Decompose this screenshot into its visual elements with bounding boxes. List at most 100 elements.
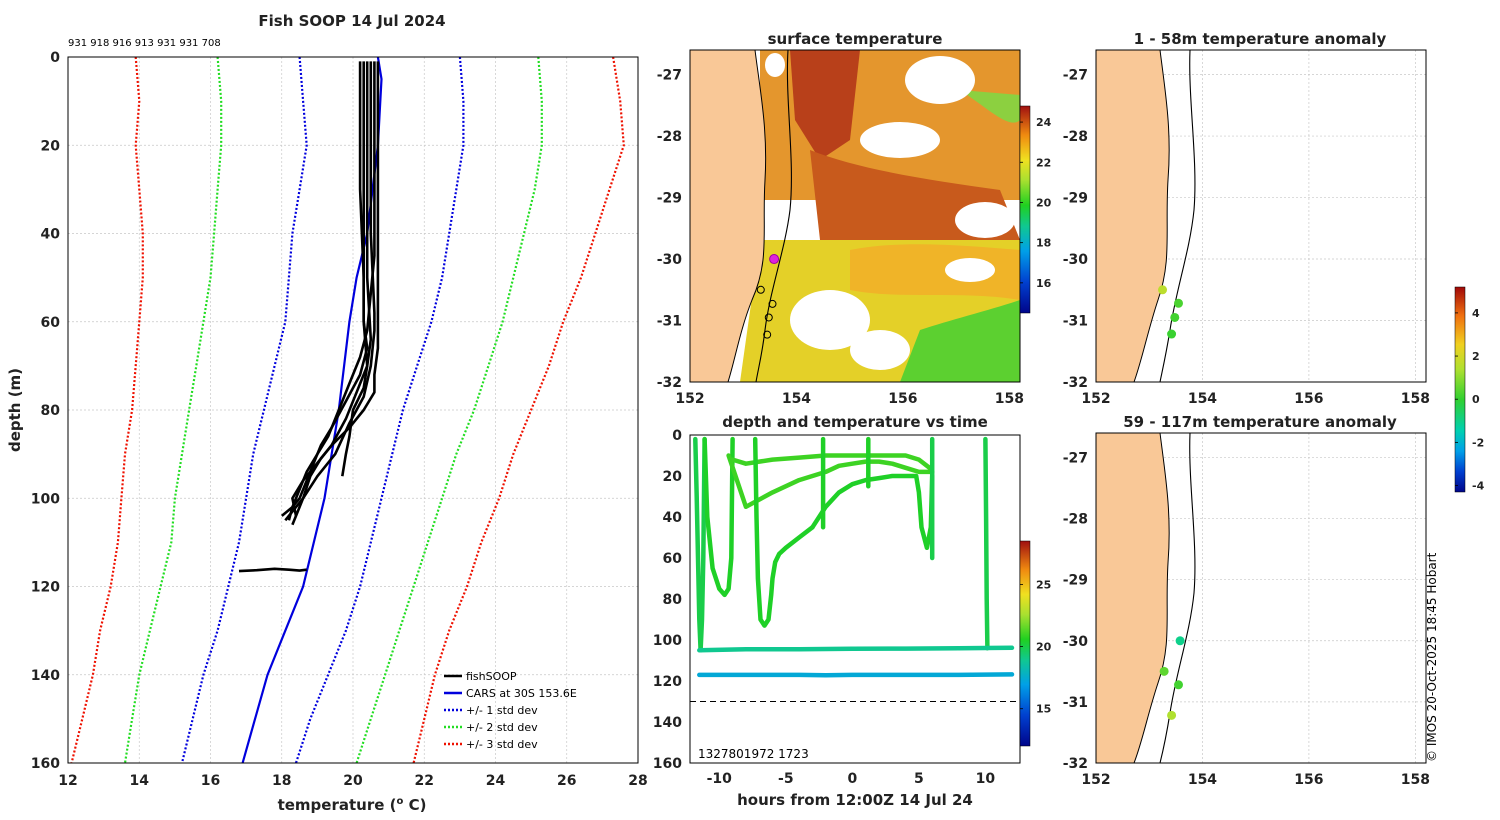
timeseries-track — [697, 672, 1015, 678]
timeseries-xtick-label: 10 — [976, 771, 996, 787]
anomaly-deep-map — [1096, 433, 1196, 763]
timeseries-panel: depth and temperature vs time -10 -5 0 5 100… — [653, 413, 1052, 809]
anomaly-shallow-title: 1 - 58m temperature anomaly — [1134, 30, 1387, 48]
anomaly-deep-panel: 59 - 117m temperature anomaly 152 154 156 1… — [1063, 413, 1430, 788]
profile-ylabel: depth (m) — [6, 368, 24, 452]
anomaly-deep-xtick-label: 154 — [1188, 772, 1217, 788]
anomaly-deep-point — [1175, 636, 1185, 646]
timeseries-colorbar — [1019, 540, 1031, 747]
anomaly-shallow-point — [1170, 312, 1180, 322]
anomaly-deep-ytick-label: -27 — [1063, 450, 1088, 466]
std-line-minus3 — [70, 56, 144, 764]
anomaly-colorbar — [1454, 286, 1466, 493]
anomaly-colorbar-tick-label: -2 — [1472, 436, 1484, 449]
fishsoop-cast-line — [280, 61, 369, 517]
sst-land — [690, 50, 766, 382]
anomaly-deep-xtick-label: 152 — [1081, 772, 1110, 788]
anomaly-shallow-ytick-label: -29 — [1063, 191, 1088, 207]
anomaly-shallow-contour — [1159, 50, 1196, 382]
profile-xtick-label: 24 — [486, 773, 506, 789]
anomaly-colorbar-tick-label: -4 — [1472, 480, 1485, 493]
sst-colorbar — [1019, 105, 1031, 314]
profile-ytick-label: 60 — [41, 315, 61, 331]
timeseries-colorbar-tick-label: 15 — [1036, 703, 1051, 716]
profile-xtick-label: 18 — [272, 773, 291, 789]
sst-current-station-marker — [769, 254, 780, 265]
timeseries-ytick-label: 20 — [663, 469, 683, 485]
timeseries-ytick-label: 60 — [663, 551, 683, 567]
profile-xtick-label: 20 — [343, 773, 363, 789]
anomaly-deep-points — [1159, 636, 1185, 720]
timeseries-colorbar-ticks: 15 20 25 — [1020, 578, 1052, 716]
profile-xtick-label: 26 — [557, 773, 576, 789]
anomaly-shallow-ytick-label: -27 — [1063, 68, 1088, 84]
anomaly-shallow-point — [1167, 329, 1177, 339]
sst-colorbar-tick-label: 24 — [1036, 116, 1052, 129]
profile-xtick-label: 14 — [130, 773, 150, 789]
profile-ytick-label: 100 — [31, 491, 60, 507]
sst-map-xtick-label: 158 — [995, 391, 1024, 407]
sst-map-ytick-label: -30 — [657, 252, 683, 268]
sst-map-ytick-label: -29 — [657, 191, 682, 207]
profile-xtick-label: 12 — [58, 773, 77, 789]
sst-map-ytick-label: -28 — [657, 129, 682, 145]
sst-colorbar-tick-label: 22 — [1036, 156, 1051, 169]
profile-xtick-label: 28 — [628, 773, 647, 789]
anomaly-shallow-ticks: 152 154 156 158 -27 -28 -29 -30 -31 -32 — [1063, 68, 1430, 407]
anomaly-shallow-ytick-label: -30 — [1063, 252, 1089, 268]
anomaly-shallow-ytick-label: -31 — [1063, 314, 1088, 330]
sst-map-xtick-label: 156 — [888, 391, 917, 407]
anomaly-deep-contour — [1159, 433, 1196, 763]
profile-xtick-label: 22 — [415, 773, 434, 789]
anomaly-deep-ytick-label: -30 — [1063, 634, 1089, 650]
sst-map-panel: surface temperature 15 — [657, 30, 1052, 407]
std-line-plus1 — [294, 56, 465, 764]
sst-clouds — [765, 53, 1015, 370]
anomaly-shallow-ytick-label: -32 — [1063, 375, 1088, 391]
anomaly-deep-ticks: 152 154 156 158 -27 -28 -29 -30 -31 -32 — [1063, 450, 1430, 788]
sst-map-ytick-label: -31 — [657, 314, 682, 330]
fishsoop-cast-line — [238, 567, 307, 573]
sst-colorbar-ticks: 16 18 20 22 24 — [1020, 116, 1052, 290]
sst-colorbar-tick-label: 20 — [1036, 196, 1052, 209]
timeseries-xtick-label: 5 — [914, 771, 924, 787]
profile-panel: Fish SOOP 14 Jul 2024 931 918 916 913 93… — [6, 12, 648, 814]
sst-transition — [850, 244, 1020, 300]
sst-map-title: surface temperature — [768, 30, 943, 48]
timeseries-annotation: 1327801972 1723 — [698, 747, 809, 761]
anomaly-colorbar-tick-label: 0 — [1472, 393, 1480, 406]
anomaly-shallow-coastline — [1133, 50, 1170, 382]
profile-subtitle: 931 918 916 913 931 931 708 — [68, 38, 221, 49]
anomaly-colorbar-ticks: 4 2 0 -2 -4 — [1455, 307, 1485, 493]
sst-coastline — [727, 50, 767, 382]
profile-ytick-label: 140 — [31, 668, 60, 684]
std-line-minus1 — [180, 56, 308, 764]
timeseries-track — [752, 436, 815, 628]
timeseries-xtick-label: 0 — [847, 771, 857, 787]
sst-station-marker — [756, 285, 765, 294]
timeseries-track — [983, 436, 990, 651]
anomaly-deep-point — [1174, 680, 1183, 690]
sst-map-xtick-label: 154 — [782, 391, 811, 407]
anomaly-deep-ytick-label: -32 — [1063, 756, 1088, 772]
anomaly-shallow-points — [1158, 285, 1183, 339]
legend-label-cars: CARS at 30S 153.6E — [466, 687, 577, 700]
timeseries-colorbar-tick-label: 25 — [1036, 578, 1051, 591]
anomaly-deep-ytick-label: -28 — [1063, 512, 1088, 528]
fishsoop-cast-line — [291, 61, 373, 526]
timeseries-ytick-label: 80 — [663, 592, 683, 608]
anomaly-shallow-point — [1174, 298, 1183, 308]
timeseries-track — [693, 436, 707, 653]
anomaly-shallow-frame — [1095, 49, 1427, 383]
anomaly-deep-xtick-label: 158 — [1401, 772, 1430, 788]
profile-axes-frame — [67, 56, 639, 764]
anomaly-colorbar-tick-label: 2 — [1472, 350, 1480, 363]
timeseries-track — [730, 453, 935, 475]
fishsoop-cast-line — [291, 61, 380, 517]
timeseries-ytick-label: 160 — [653, 756, 682, 772]
timeseries-series — [690, 436, 1020, 702]
timeseries-track — [726, 453, 935, 510]
anomaly-deep-point — [1167, 710, 1177, 720]
profile-xtick-label: 16 — [201, 773, 220, 789]
